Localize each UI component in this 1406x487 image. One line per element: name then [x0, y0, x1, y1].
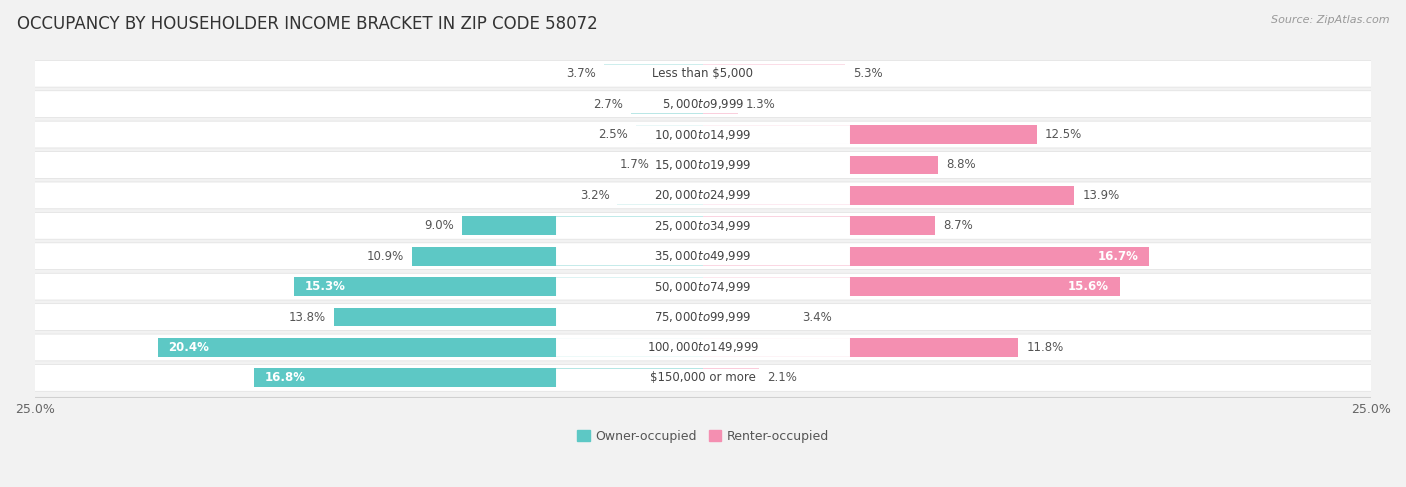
- Text: 2.5%: 2.5%: [599, 128, 628, 141]
- Text: 2.1%: 2.1%: [768, 372, 797, 384]
- Text: $100,000 to $149,999: $100,000 to $149,999: [647, 340, 759, 355]
- Text: Less than $5,000: Less than $5,000: [652, 67, 754, 80]
- FancyBboxPatch shape: [25, 273, 1381, 300]
- Bar: [658, 155, 703, 174]
- Text: 8.8%: 8.8%: [946, 158, 976, 171]
- Text: 15.6%: 15.6%: [1069, 280, 1109, 293]
- Bar: [636, 125, 703, 144]
- FancyBboxPatch shape: [25, 334, 1381, 361]
- FancyBboxPatch shape: [555, 338, 851, 357]
- Text: OCCUPANCY BY HOUSEHOLDER INCOME BRACKET IN ZIP CODE 58072: OCCUPANCY BY HOUSEHOLDER INCOME BRACKET …: [17, 15, 598, 33]
- FancyBboxPatch shape: [25, 304, 1381, 331]
- Text: 2.7%: 2.7%: [593, 98, 623, 111]
- Text: 16.7%: 16.7%: [1098, 250, 1139, 262]
- FancyBboxPatch shape: [555, 247, 851, 265]
- FancyBboxPatch shape: [555, 277, 851, 296]
- FancyBboxPatch shape: [25, 364, 1381, 391]
- Bar: [157, 338, 703, 357]
- Text: 5.3%: 5.3%: [852, 67, 883, 80]
- Bar: [703, 186, 1074, 205]
- Text: $150,000 or more: $150,000 or more: [650, 372, 756, 384]
- Bar: [703, 247, 1149, 265]
- Text: 3.2%: 3.2%: [579, 189, 609, 202]
- FancyBboxPatch shape: [25, 182, 1381, 209]
- FancyBboxPatch shape: [555, 186, 851, 205]
- Bar: [703, 277, 1119, 296]
- Text: 10.9%: 10.9%: [367, 250, 404, 262]
- Bar: [703, 94, 738, 113]
- Text: $20,000 to $24,999: $20,000 to $24,999: [654, 188, 752, 203]
- FancyBboxPatch shape: [25, 60, 1381, 87]
- Text: 13.8%: 13.8%: [290, 311, 326, 323]
- Bar: [703, 155, 938, 174]
- Text: 11.8%: 11.8%: [1026, 341, 1063, 354]
- Bar: [703, 338, 1018, 357]
- Text: 16.8%: 16.8%: [264, 372, 305, 384]
- Text: 20.4%: 20.4%: [169, 341, 209, 354]
- Bar: [703, 125, 1038, 144]
- Bar: [631, 94, 703, 113]
- Bar: [335, 308, 703, 326]
- Text: 13.9%: 13.9%: [1083, 189, 1119, 202]
- Bar: [412, 247, 703, 265]
- Text: $75,000 to $99,999: $75,000 to $99,999: [654, 310, 752, 324]
- Bar: [463, 216, 703, 235]
- Text: 1.7%: 1.7%: [620, 158, 650, 171]
- Legend: Owner-occupied, Renter-occupied: Owner-occupied, Renter-occupied: [578, 430, 828, 443]
- Text: $15,000 to $19,999: $15,000 to $19,999: [654, 158, 752, 172]
- Text: $35,000 to $49,999: $35,000 to $49,999: [654, 249, 752, 263]
- Bar: [703, 64, 845, 83]
- Bar: [605, 64, 703, 83]
- Bar: [703, 369, 759, 387]
- Text: 8.7%: 8.7%: [943, 219, 973, 232]
- FancyBboxPatch shape: [555, 369, 851, 387]
- Text: 1.3%: 1.3%: [745, 98, 776, 111]
- FancyBboxPatch shape: [25, 151, 1381, 178]
- Bar: [294, 277, 703, 296]
- FancyBboxPatch shape: [555, 155, 851, 174]
- Text: $10,000 to $14,999: $10,000 to $14,999: [654, 128, 752, 142]
- Text: $50,000 to $74,999: $50,000 to $74,999: [654, 280, 752, 294]
- Bar: [617, 186, 703, 205]
- Text: 3.4%: 3.4%: [801, 311, 831, 323]
- Text: $25,000 to $34,999: $25,000 to $34,999: [654, 219, 752, 233]
- Bar: [254, 369, 703, 387]
- FancyBboxPatch shape: [555, 216, 851, 235]
- Bar: [703, 308, 794, 326]
- FancyBboxPatch shape: [25, 212, 1381, 239]
- FancyBboxPatch shape: [555, 64, 851, 83]
- Text: $5,000 to $9,999: $5,000 to $9,999: [662, 97, 744, 111]
- FancyBboxPatch shape: [555, 125, 851, 144]
- FancyBboxPatch shape: [25, 243, 1381, 270]
- FancyBboxPatch shape: [25, 91, 1381, 117]
- FancyBboxPatch shape: [555, 308, 851, 326]
- Text: Source: ZipAtlas.com: Source: ZipAtlas.com: [1271, 15, 1389, 25]
- FancyBboxPatch shape: [555, 94, 851, 113]
- Text: 15.3%: 15.3%: [305, 280, 346, 293]
- Text: 12.5%: 12.5%: [1045, 128, 1083, 141]
- Text: 9.0%: 9.0%: [425, 219, 454, 232]
- FancyBboxPatch shape: [25, 121, 1381, 148]
- Bar: [703, 216, 935, 235]
- Text: 3.7%: 3.7%: [567, 67, 596, 80]
